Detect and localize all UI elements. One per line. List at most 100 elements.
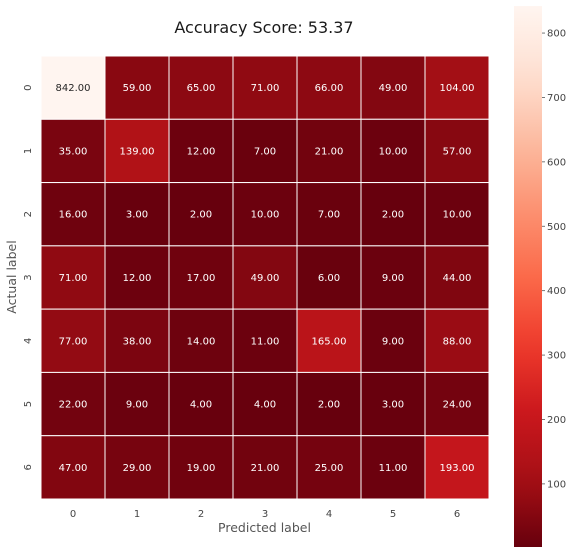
cell-value-label: 12.00 — [187, 146, 216, 157]
cell-value-label: 49.00 — [251, 273, 280, 284]
cell-value-label: 49.00 — [379, 83, 408, 94]
cell-value-label: 10.00 — [443, 210, 472, 221]
heatmap-cell — [232, 182, 298, 247]
heatmap-cell — [40, 118, 106, 184]
heatmap-cell — [40, 371, 106, 437]
colorbar-tick-label: 600 — [547, 157, 566, 168]
heatmap-cell — [232, 245, 298, 310]
cell-value-label: 47.00 — [59, 463, 88, 474]
x-tick-label: 5 — [390, 509, 396, 520]
y-tick-label: 6 — [23, 464, 34, 470]
cell-value-label: 24.00 — [443, 400, 472, 411]
x-tick-label: 2 — [198, 509, 204, 520]
heatmap-cell — [424, 182, 490, 247]
y-axis-ticks: 0 1 2 3 4 5 6 — [23, 84, 34, 470]
cell-value-label: 139.00 — [120, 146, 155, 157]
x-tick-label: 3 — [262, 509, 268, 520]
cell-value-label: 10.00 — [379, 146, 408, 157]
heatmap-cell — [360, 182, 426, 247]
heatmap-cell — [168, 55, 234, 120]
y-axis-label: Actual label — [4, 240, 19, 313]
cell-value-label: 9.00 — [382, 273, 404, 284]
heatmap-cell — [168, 118, 234, 184]
heatmap-cell — [232, 371, 298, 437]
y-tick-label: 1 — [23, 148, 34, 154]
cell-value-label: 3.00 — [382, 400, 404, 411]
heatmap-cell — [40, 435, 106, 500]
cell-value-label: 104.00 — [440, 83, 475, 94]
colorbar-tick-label: 800 — [547, 29, 566, 40]
colorbar-tick-label: 100 — [547, 479, 566, 490]
y-tick-label: 5 — [23, 401, 34, 407]
colorbar-ticks: 100 200 300 400 500 600 700 800 — [542, 29, 566, 490]
cell-value-label: 12.00 — [123, 273, 152, 284]
heatmap-cell — [168, 371, 234, 437]
heatmap-cell — [296, 182, 362, 247]
heatmap-cell — [424, 118, 490, 184]
cell-value-label: 4.00 — [254, 400, 276, 411]
cell-value-label: 77.00 — [59, 336, 88, 347]
cell-value-label: 71.00 — [59, 273, 88, 284]
colorbar-tick-label: 300 — [547, 351, 566, 362]
cell-value-label: 7.00 — [254, 146, 276, 157]
cell-value-label: 65.00 — [187, 83, 216, 94]
cell-value-label: 21.00 — [315, 146, 344, 157]
heatmap-cell — [360, 435, 426, 500]
x-axis-ticks: 0 1 2 3 4 5 6 — [70, 509, 460, 520]
heatmap-cell — [296, 371, 362, 437]
heatmap-cell — [40, 245, 106, 310]
chart-title: Accuracy Score: 53.37 — [174, 18, 353, 37]
cell-value-label: 44.00 — [443, 273, 472, 284]
cell-value-label: 9.00 — [126, 400, 148, 411]
heatmap-cell — [232, 55, 298, 120]
cell-value-label: 165.00 — [312, 336, 347, 347]
heatmap-cell — [296, 118, 362, 184]
cell-value-label: 21.00 — [251, 463, 280, 474]
colorbar-tick-label: 200 — [547, 415, 566, 426]
y-tick-label: 2 — [23, 211, 34, 217]
cell-value-label: 2.00 — [190, 210, 212, 221]
y-tick-label: 3 — [23, 274, 34, 280]
cell-value-label: 38.00 — [123, 336, 152, 347]
cell-value-label: 193.00 — [440, 463, 475, 474]
cell-value-label: 35.00 — [59, 146, 88, 157]
cell-value-label: 22.00 — [59, 400, 88, 411]
cell-value-label: 11.00 — [379, 463, 408, 474]
x-tick-label: 4 — [326, 509, 332, 520]
cell-value-label: 57.00 — [443, 146, 472, 157]
heatmap-cell — [424, 371, 490, 437]
x-tick-label: 0 — [70, 509, 76, 520]
colorbar-tick-label: 400 — [547, 286, 566, 297]
y-tick-label: 0 — [23, 84, 34, 90]
heatmap-cell — [104, 55, 170, 120]
cell-value-label: 6.00 — [318, 273, 340, 284]
cell-value-label: 16.00 — [59, 210, 88, 221]
heatmap-cell — [424, 245, 490, 310]
colorbar-tick-label: 500 — [547, 222, 566, 233]
heatmap-cell — [232, 435, 298, 500]
cell-value-label: 29.00 — [123, 463, 152, 474]
y-tick-label: 4 — [23, 338, 34, 344]
cell-value-label: 9.00 — [382, 336, 404, 347]
cell-value-label: 842.00 — [56, 83, 91, 94]
cell-value-label: 71.00 — [251, 83, 280, 94]
heatmap-cell — [168, 308, 234, 373]
heatmap-cell — [424, 435, 490, 500]
heatmap-cell — [360, 245, 426, 310]
heatmap-cell — [168, 435, 234, 500]
heatmap-cell — [104, 182, 170, 247]
heatmap-cell — [296, 435, 362, 500]
cell-value-label: 88.00 — [443, 336, 472, 347]
cell-value-label: 25.00 — [315, 463, 344, 474]
cell-value-label: 14.00 — [187, 336, 216, 347]
colorbar-tick-label: 700 — [547, 93, 566, 104]
cell-value-label: 66.00 — [315, 83, 344, 94]
heatmap-cell — [40, 308, 106, 373]
heatmap-cell — [168, 182, 234, 247]
cell-value-label: 10.00 — [251, 210, 280, 221]
cell-value-label: 19.00 — [187, 463, 216, 474]
heatmap-cell — [104, 371, 170, 437]
heatmap-cell — [360, 55, 426, 120]
colorbar — [514, 6, 542, 547]
